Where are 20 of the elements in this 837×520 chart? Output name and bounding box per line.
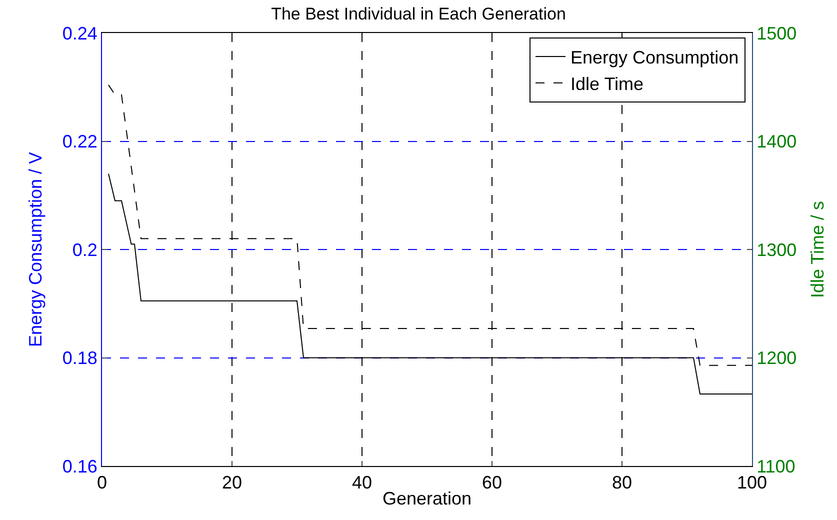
y-tick-label: 0.22: [62, 132, 98, 152]
x-tick-label: 20: [222, 472, 242, 493]
y2-tick-label: 1300: [756, 240, 797, 260]
x-tick-label: 0: [96, 472, 108, 493]
y2-axis-title: Idle Time / s: [808, 200, 828, 298]
y-tick-label: 0.2: [72, 240, 98, 260]
x-axis-title: Generation: [382, 488, 472, 509]
y2-tick-label: 1400: [756, 132, 797, 152]
legend-label: Idle Time: [570, 74, 644, 94]
chart-title: The Best Individual in Each Generation: [271, 4, 566, 24]
y2-tick-label: 1200: [756, 348, 797, 368]
x-tick-label: 40: [352, 472, 372, 493]
y-tick-label: 0.18: [62, 348, 98, 368]
y-tick-label: 0.24: [62, 23, 98, 44]
y-tick-label: 0.16: [62, 456, 98, 476]
y2-tick-label: 1500: [756, 23, 797, 44]
y-axis-title: Energy Consumption / V: [26, 152, 46, 348]
x-tick-label: 60: [482, 472, 502, 493]
x-tick-label: 80: [612, 472, 632, 493]
legend-label: Energy Consumption: [570, 48, 739, 68]
